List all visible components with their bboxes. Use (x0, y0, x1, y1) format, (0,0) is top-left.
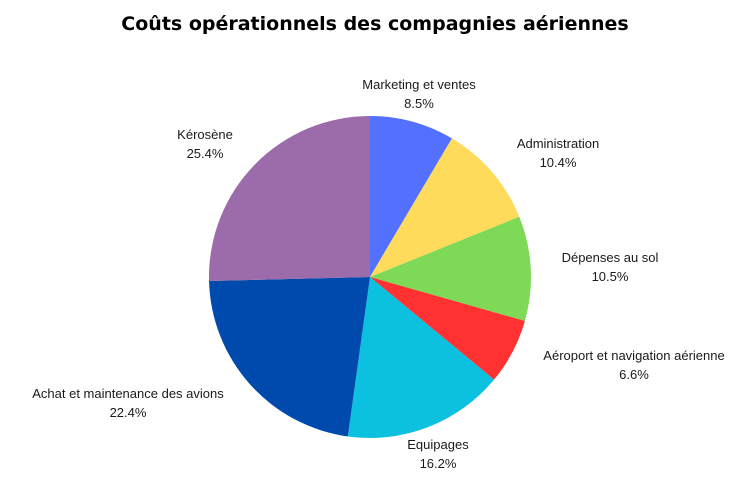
slice-value-1: 8.5% (404, 96, 434, 111)
pie-slice-7 (208, 116, 370, 282)
slice-label-7: Kérosène (177, 127, 233, 142)
slice-label-4: Aéroport et navigation aérienne (543, 348, 724, 363)
slice-value-7: 25.4% (187, 146, 224, 161)
pie-slice-2 (370, 138, 520, 277)
pie-slice-5 (347, 277, 495, 438)
pie-slice-3 (370, 216, 532, 321)
slice-value-3: 10.5% (592, 269, 629, 284)
pie-slice-4 (370, 277, 525, 380)
slice-value-5: 16.2% (420, 456, 457, 471)
slice-label-2: Administration (517, 136, 599, 151)
slice-value-4: 6.6% (619, 367, 649, 382)
pie-slice-1 (370, 116, 452, 277)
pie-slice-6 (209, 277, 370, 437)
pie-slices (208, 116, 532, 438)
slice-value-6: 22.4% (110, 405, 147, 420)
slice-label-6: Achat et maintenance des avions (32, 386, 224, 401)
pie-labels: Marketing et ventes 8.5% Administration 10.… (32, 77, 724, 471)
slice-label-1: Marketing et ventes (362, 77, 476, 92)
chart-title: Coûts opérationnels des compagnies aérie… (121, 13, 628, 35)
slice-value-2: 10.4% (540, 155, 577, 170)
slice-label-3: Dépenses au sol (562, 250, 659, 265)
slice-label-5: Equipages (407, 437, 469, 452)
